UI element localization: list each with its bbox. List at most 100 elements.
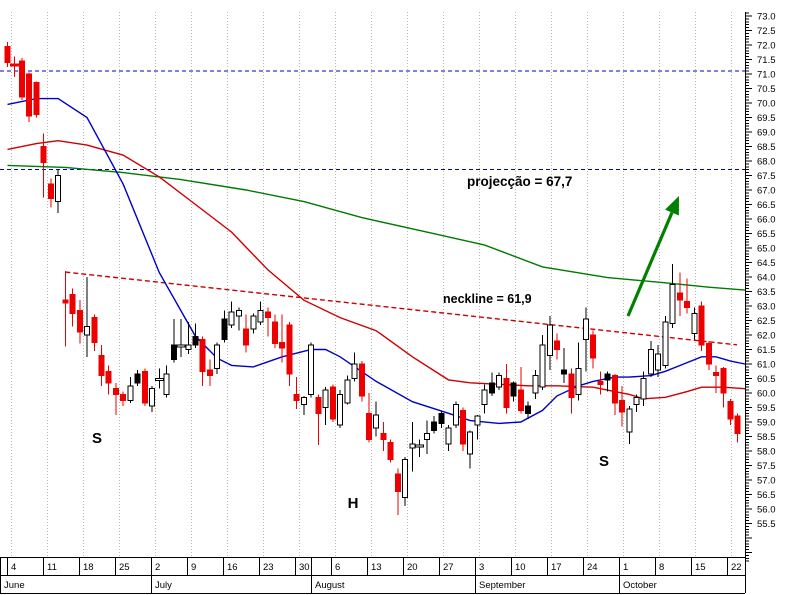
candle [431, 416, 438, 434]
candle [221, 310, 228, 343]
candle [329, 384, 336, 422]
candle [394, 468, 401, 515]
candle [10, 56, 20, 77]
candle [134, 369, 141, 386]
y-tick-label: 67.5 [757, 171, 776, 182]
candle [76, 300, 83, 344]
ma-blue [7, 97, 746, 425]
y-tick-label: 61.5 [757, 345, 776, 356]
week-label: 4 [11, 562, 16, 573]
candle [553, 333, 560, 360]
y-tick-label: 71.5 [757, 55, 776, 66]
candle [293, 377, 300, 409]
candles [4, 42, 741, 515]
y-tick-label: 66.0 [757, 215, 776, 226]
candle [105, 365, 112, 395]
candle [546, 316, 553, 370]
y-tick-label: 72.5 [757, 26, 776, 37]
candle [176, 319, 186, 357]
y-tick-label: 57.0 [757, 476, 776, 487]
candle [662, 316, 669, 369]
candle [582, 307, 589, 372]
candle [84, 277, 91, 357]
y-tick-label: 68.5 [757, 142, 776, 153]
candle [669, 263, 676, 328]
candle [517, 366, 524, 414]
candle [575, 342, 582, 401]
candle [604, 371, 611, 392]
annotation-projection: projecção = 67,7 [467, 174, 572, 189]
candle [415, 439, 425, 457]
label-right-shoulder: S [599, 453, 609, 470]
candle [337, 390, 344, 428]
candle [402, 456, 409, 507]
y-tick-label: 58.5 [757, 432, 776, 443]
y-tick-label: 65.5 [757, 229, 776, 240]
week-label: 2 [155, 562, 160, 573]
candle [18, 58, 25, 101]
candle [300, 395, 307, 415]
candle [561, 348, 568, 383]
week-label: 15 [695, 562, 706, 573]
candle [619, 385, 626, 427]
candle [192, 323, 199, 349]
candle [568, 368, 575, 414]
candle [112, 382, 119, 415]
candle [47, 178, 54, 208]
week-label: 9 [191, 562, 196, 573]
candle [626, 406, 633, 444]
month-label: July [155, 580, 172, 591]
y-tick-label: 72.0 [757, 41, 776, 52]
y-tick-label: 68.0 [757, 157, 776, 168]
y-tick-label: 70.0 [757, 99, 776, 110]
candle [250, 313, 257, 334]
candle [214, 342, 221, 375]
week-label: 30 [299, 562, 310, 573]
candle [149, 385, 156, 412]
y-tick-label: 64.0 [757, 273, 776, 284]
y-tick-label: 66.5 [757, 200, 776, 211]
week-label: 20 [407, 562, 418, 573]
candle [228, 301, 235, 328]
candle [199, 336, 206, 386]
week-label: 1 [623, 562, 628, 573]
candle [344, 375, 351, 405]
ma-green [7, 164, 746, 291]
candle [170, 319, 177, 363]
month-label: June [4, 580, 25, 591]
candle [423, 420, 430, 454]
week-label: 17 [551, 562, 562, 573]
y-tick-label: 69.0 [757, 128, 776, 139]
candle [322, 387, 329, 425]
candle [727, 398, 734, 425]
candle [4, 42, 11, 67]
y-tick-label: 59.5 [757, 403, 776, 414]
y-tick-label: 67.0 [757, 186, 776, 197]
month-label: September [479, 580, 525, 591]
candle [611, 374, 618, 415]
y-tick-label: 56.0 [757, 505, 776, 516]
candle [69, 288, 76, 327]
week-label: 13 [371, 562, 382, 573]
candle [373, 401, 380, 437]
candle [141, 368, 148, 407]
candle [351, 352, 358, 382]
y-tick-label: 63.5 [757, 287, 776, 298]
week-label: 18 [83, 562, 94, 573]
candle [691, 307, 698, 340]
y-tick-label: 71.0 [757, 70, 776, 81]
candle [409, 422, 416, 472]
candle [445, 424, 452, 451]
candle [257, 301, 264, 325]
candle [640, 371, 647, 407]
label-head: H [348, 495, 359, 512]
y-tick-label: 69.5 [757, 113, 776, 124]
y-tick-label: 59.0 [757, 418, 776, 429]
week-label: 11 [47, 562, 57, 573]
candle [154, 368, 164, 389]
y-tick-label: 58.0 [757, 447, 776, 458]
week-label: 10 [515, 562, 526, 573]
candle [185, 321, 192, 354]
